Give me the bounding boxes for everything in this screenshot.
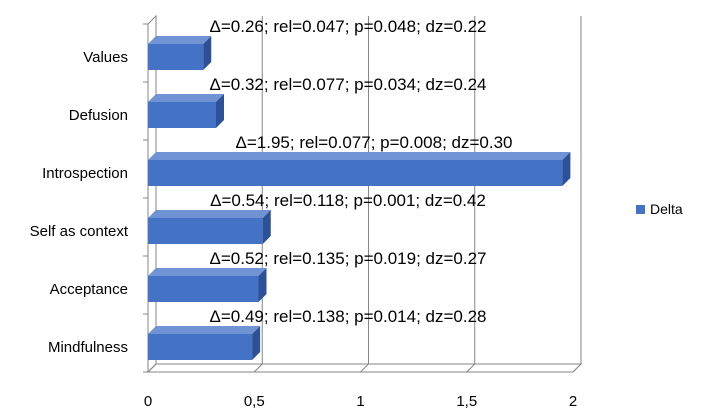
x-tick-labels: 0 0,5 1 1,5 2	[144, 393, 577, 410]
gridlines	[143, 16, 582, 373]
bar-side	[562, 152, 571, 186]
data-labels: Δ=0.26; rel=0.047; p=0.048; dz=0.22 Δ=0.3…	[210, 17, 513, 326]
data-label: Δ=0.26; rel=0.047; p=0.048; dz=0.22	[210, 17, 487, 36]
floor-gridline	[360, 363, 369, 373]
x-tick-label: 1	[356, 393, 364, 410]
floor-gridline	[466, 363, 476, 373]
floor-gridline	[572, 363, 582, 373]
category-label: Introspection	[42, 165, 128, 182]
bar-side	[216, 94, 224, 128]
bar	[148, 152, 571, 186]
bar	[148, 210, 271, 244]
data-label: Δ=0.49; rel=0.138; p=0.014; dz=0.28	[210, 307, 487, 326]
bar	[148, 268, 267, 302]
bar-front	[148, 334, 253, 360]
legend-swatch-delta	[636, 205, 645, 214]
bar	[148, 36, 212, 70]
legend: Delta	[636, 201, 683, 217]
floor-gridline	[147, 363, 157, 373]
bar-side	[203, 36, 212, 70]
bar-front	[148, 160, 563, 186]
bar-front	[148, 44, 204, 70]
bar	[148, 326, 261, 360]
category-label: Mindfulness	[48, 339, 128, 356]
bar-top	[148, 268, 267, 276]
bar-front	[148, 102, 216, 128]
bar-front	[148, 218, 263, 244]
bar-side	[252, 326, 261, 360]
data-label: Δ=1.95; rel=0.077; p=0.008; dz=0.30	[236, 133, 513, 152]
legend-label-delta: Delta	[650, 201, 683, 217]
bar-top	[148, 152, 571, 160]
data-label: Δ=0.52; rel=0.135; p=0.019; dz=0.27	[210, 249, 487, 268]
data-label: Δ=0.32; rel=0.077; p=0.034; dz=0.24	[210, 75, 487, 94]
bar-side	[262, 210, 271, 244]
bar	[148, 94, 224, 128]
bar-top	[148, 210, 271, 218]
x-tick-label: 1,5	[456, 393, 477, 410]
x-tick-label: 0,5	[244, 393, 265, 410]
bar-side	[258, 268, 267, 302]
data-label: Δ=0.54; rel=0.118; p=0.001; dz=0.42	[210, 191, 486, 210]
category-labels: Values Defusion Introspection Self as conte…	[30, 49, 129, 356]
bar-top	[148, 326, 261, 334]
bar-front	[148, 276, 259, 302]
bars	[148, 36, 571, 360]
category-label: Self as context	[30, 223, 129, 240]
category-label: Values	[83, 49, 128, 66]
x-tick-label: 0	[144, 393, 152, 410]
bar-top	[148, 36, 212, 44]
category-label: Defusion	[69, 107, 128, 124]
bar-top	[148, 94, 224, 102]
category-label: Acceptance	[50, 281, 128, 298]
floor-gridline	[253, 363, 263, 373]
x-tick-label: 2	[569, 393, 577, 410]
